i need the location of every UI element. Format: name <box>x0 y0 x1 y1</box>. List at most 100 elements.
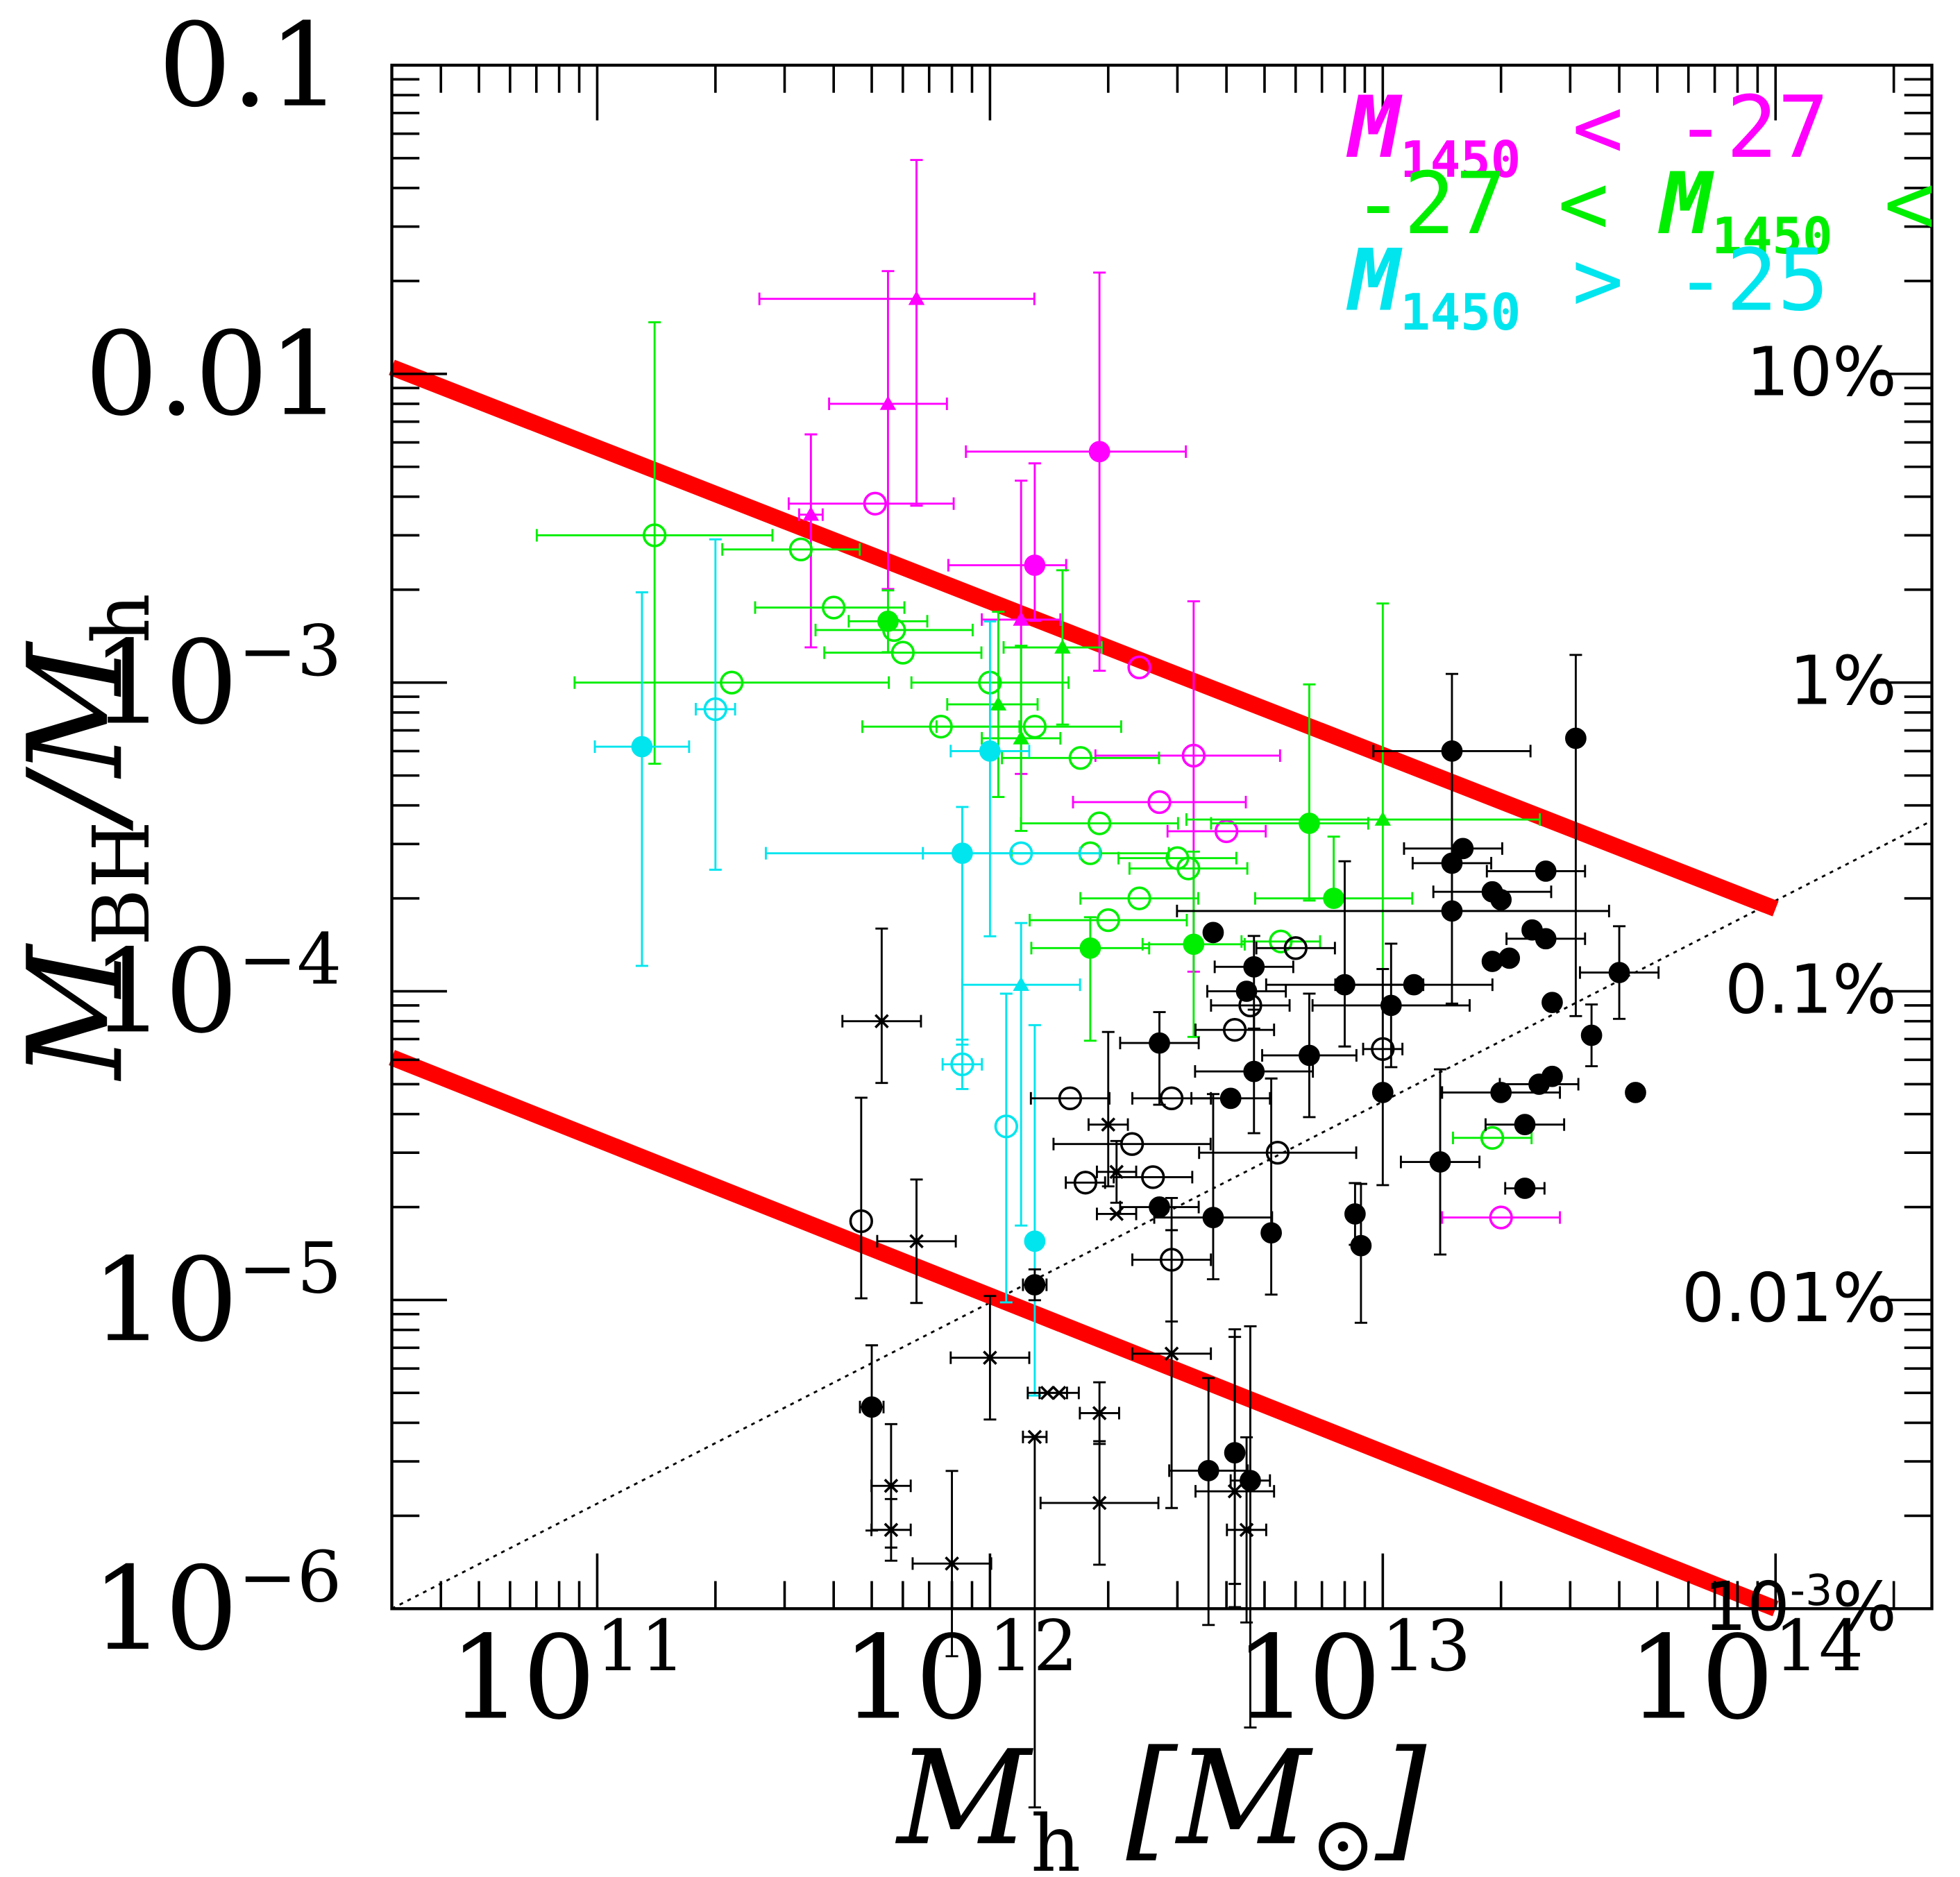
open-circle-marker <box>1214 819 1239 844</box>
x-title-unit-close: ] <box>1374 1723 1427 1874</box>
filled-circle-marker <box>1299 813 1320 834</box>
filled-circle-marker <box>1243 1060 1265 1082</box>
y-tick-base: 10 <box>92 1234 239 1368</box>
fraction-suffix: % <box>1832 1568 1897 1647</box>
legend-sub: 1450 <box>1712 207 1832 266</box>
data-point <box>1210 993 1291 1018</box>
data-point <box>870 1422 912 1549</box>
filled-circle-marker <box>1441 900 1463 922</box>
data-point <box>1038 1386 1080 1400</box>
filled-circle-marker <box>1149 1032 1170 1054</box>
triangle-marker <box>879 396 897 410</box>
data-point <box>1029 1086 1110 1111</box>
filled-circle-marker <box>1608 962 1630 983</box>
filled-circle-marker <box>1535 928 1557 950</box>
data-point <box>1350 1182 1372 1324</box>
data-point <box>1176 755 1610 1005</box>
filled-circle-marker <box>1243 956 1265 978</box>
open-circle-marker <box>1283 936 1308 960</box>
data-point <box>941 1038 983 1090</box>
data-point <box>1485 1114 1566 1136</box>
data-point <box>1498 947 1521 969</box>
x-tick-exp: 14 <box>1774 1605 1864 1687</box>
data-point <box>1096 1207 1138 1221</box>
reference-lines-layer <box>389 359 1933 1617</box>
legend-rest: < -25 <box>1832 154 1960 253</box>
open-circle-marker <box>1073 1171 1098 1195</box>
filled-circle-marker <box>1498 947 1521 969</box>
cross-marker-b <box>1101 1117 1116 1132</box>
filled-circle-marker <box>1202 1207 1224 1228</box>
filled-circle-marker <box>1514 1178 1536 1199</box>
series-1 <box>535 321 1541 1150</box>
data-point <box>1065 1171 1106 1195</box>
legend: M1450 < -27-27 < M1450 < -25M1450 > -25 <box>1346 78 1960 342</box>
data-point <box>1213 935 1294 1030</box>
data-point <box>1141 850 1246 1038</box>
cross-marker-b <box>1092 1406 1107 1420</box>
triangle-marker <box>1054 639 1071 654</box>
open-circle-marker <box>703 697 727 722</box>
open-circle-marker <box>1238 993 1262 1018</box>
filled-circle-marker <box>1371 1082 1394 1103</box>
cross-marker-b <box>983 1350 997 1365</box>
legend-pre: -27 < <box>1353 154 1661 253</box>
filled-circle-marker <box>1429 1151 1451 1173</box>
data-point <box>876 1178 957 1305</box>
data-point <box>1039 1440 1160 1566</box>
fraction-base: 10 <box>1704 1568 1790 1647</box>
data-point <box>1541 992 1563 1014</box>
legend-entry: M1450 < -27 <box>1346 78 1829 189</box>
triangle-marker <box>1013 611 1029 626</box>
open-circle-marker <box>1120 1132 1144 1156</box>
cross-marker-b <box>945 1556 959 1571</box>
open-circle-marker <box>863 491 888 516</box>
fraction-text: 10% <box>1746 333 1897 412</box>
open-circle-marker <box>1269 929 1293 953</box>
fraction-text: 0.01% <box>1682 1259 1897 1338</box>
fraction-exp: -3 <box>1790 1566 1832 1615</box>
y-tick-label: 10−5 <box>92 1228 342 1368</box>
filled-circle-marker <box>1299 1044 1320 1067</box>
filled-circle-marker <box>1260 1222 1282 1244</box>
open-circle-marker <box>822 595 846 620</box>
cross-marker-b <box>1092 1495 1107 1511</box>
data-point <box>1185 602 1541 1087</box>
cross-marker-b <box>884 1522 899 1538</box>
data-point <box>721 537 861 561</box>
filled-circle-marker <box>1088 441 1110 463</box>
filled-circle-marker <box>1202 921 1224 944</box>
filled-circle-marker <box>1334 974 1355 996</box>
data-points-layer <box>535 159 1660 1809</box>
open-circle-marker <box>1222 1017 1247 1042</box>
y-tick-text: 0.01 <box>85 308 341 442</box>
data-point <box>828 270 948 591</box>
series-4 <box>841 927 1276 1809</box>
data-point <box>981 645 1062 832</box>
filled-circle-marker <box>1235 980 1258 1002</box>
filled-circle-marker <box>1580 1024 1603 1046</box>
legend-entry: -27 < M1450 < -25 <box>1353 154 1960 266</box>
y-tick-exp: −5 <box>238 1228 341 1309</box>
y-title-slash: /M <box>1 640 152 831</box>
data-point <box>754 595 906 620</box>
legend-entry: M1450 > -25 <box>1346 230 1829 342</box>
filled-circle-marker <box>1183 933 1205 956</box>
y-axis-title: MBH/Mh <box>1 593 167 1081</box>
filled-circle-marker <box>1490 1082 1512 1103</box>
open-circle-marker <box>1489 1205 1513 1230</box>
y-tick-exp: −6 <box>238 1536 341 1617</box>
data-point <box>1022 1268 1048 1302</box>
open-circle-marker <box>1127 886 1151 910</box>
y-tick-label: 0.1 <box>158 0 341 133</box>
data-point <box>1131 1086 1213 1111</box>
cross-marker-b <box>875 1014 889 1028</box>
data-point <box>1096 1139 1138 1204</box>
legend-rest: > -25 <box>1521 230 1829 330</box>
open-circle-marker <box>1022 715 1047 739</box>
data-point <box>870 1497 912 1562</box>
cross-marker-b <box>1027 1429 1042 1445</box>
data-point <box>1206 980 1287 1002</box>
data-point <box>787 491 955 516</box>
